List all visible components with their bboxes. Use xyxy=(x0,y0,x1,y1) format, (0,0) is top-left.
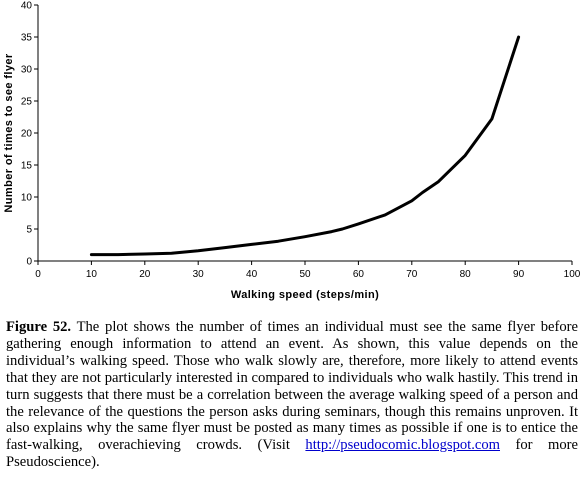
y-tick-label: 25 xyxy=(21,97,33,108)
y-axis-title: Number of times to see flyer xyxy=(3,53,15,212)
x-tick-label: 50 xyxy=(299,269,311,280)
x-tick-label: 70 xyxy=(406,269,418,280)
x-tick-label: 100 xyxy=(564,269,580,280)
x-tick-label: 10 xyxy=(86,269,98,280)
y-tick-label: 35 xyxy=(21,33,33,44)
y-tick-label: 40 xyxy=(21,1,33,12)
y-tick-label: 20 xyxy=(21,129,33,140)
y-tick-label: 15 xyxy=(21,161,33,172)
x-tick-label: 90 xyxy=(513,269,525,280)
plot-area xyxy=(89,35,521,257)
x-tick-label: 80 xyxy=(460,269,472,280)
figure-label: Figure 52. xyxy=(6,319,72,335)
y-tick-label: 0 xyxy=(26,257,32,268)
y-tick-label: 30 xyxy=(21,65,33,76)
x-axis-title: Walking speed (steps/min) xyxy=(231,289,379,301)
caption-text: The plot shows the number of times an in… xyxy=(6,319,578,454)
blog-link[interactable]: http://pseudocomic.blogspot.com xyxy=(305,437,500,454)
x-tick-label: 60 xyxy=(353,269,365,280)
figure-caption: Figure 52. The plot shows the number of … xyxy=(6,319,578,471)
x-tick-label: 0 xyxy=(35,269,41,280)
y-axis-ticks: 0 5 10 15 20 25 30 35 40 xyxy=(21,1,38,268)
x-tick-label: 30 xyxy=(193,269,205,280)
x-tick-label: 40 xyxy=(246,269,258,280)
y-tick-label: 5 xyxy=(26,225,32,236)
caption-text-end: for more Pseudoscience). xyxy=(6,437,578,471)
x-axis-ticks: 0 10 20 30 40 50 60 70 80 90 100 xyxy=(35,261,580,280)
x-tick-label: 20 xyxy=(139,269,151,280)
line-chart: 0 10 20 30 40 50 60 70 80 90 100 0510152025303540 … xyxy=(3,1,580,302)
y-tick-label: 10 xyxy=(21,193,33,204)
series-line xyxy=(89,35,521,257)
